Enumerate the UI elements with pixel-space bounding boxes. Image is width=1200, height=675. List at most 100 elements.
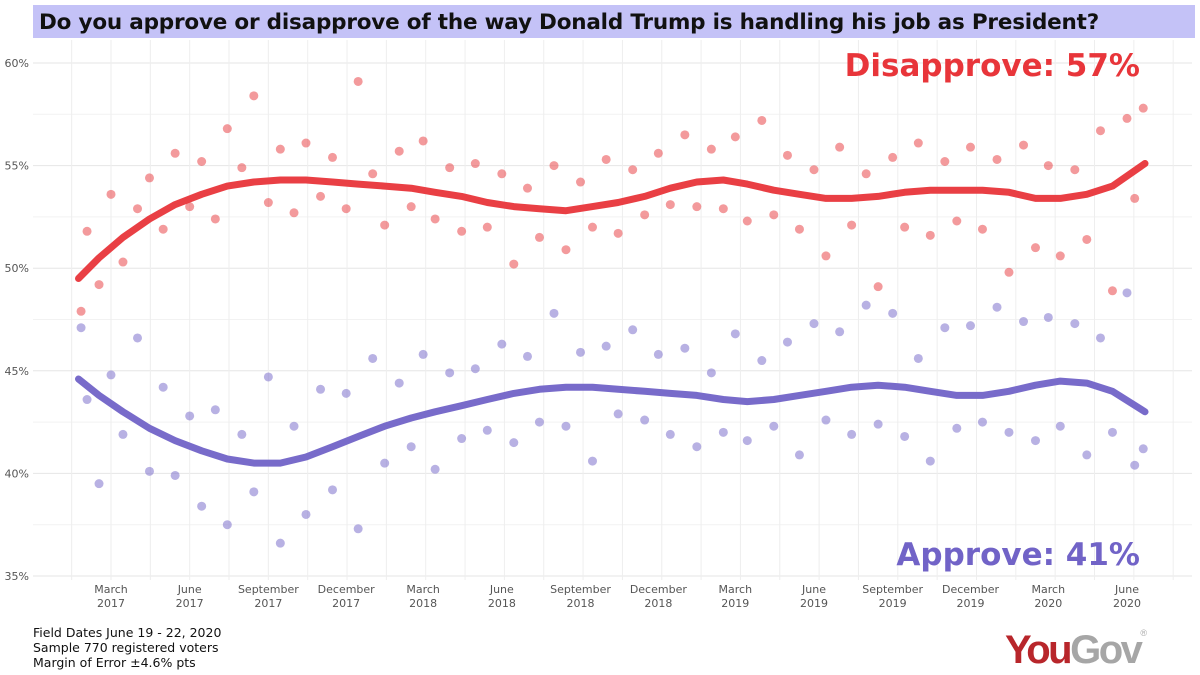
- disapprove-point: [821, 251, 831, 261]
- approve-point: [509, 438, 519, 448]
- approve-point: [1030, 436, 1040, 446]
- disapprove-point: [940, 156, 950, 166]
- approve-point: [888, 308, 898, 318]
- disapprove-point: [106, 189, 116, 199]
- disapprove-point: [341, 204, 351, 214]
- approve-point: [628, 325, 638, 335]
- disapprove-point: [522, 183, 532, 193]
- approve-point: [380, 458, 390, 468]
- approve-point: [210, 405, 220, 415]
- approve-point: [1055, 421, 1065, 431]
- disapprove-point: [576, 177, 586, 187]
- approve-point: [522, 351, 532, 361]
- approve-point: [197, 501, 207, 511]
- approve-point: [742, 436, 752, 446]
- approve-point: [861, 300, 871, 310]
- approve-point: [76, 323, 86, 333]
- disapprove-point: [1004, 267, 1014, 277]
- approve-point: [992, 302, 1002, 312]
- disapprove-point: [237, 163, 247, 173]
- approve-point: [718, 427, 728, 437]
- logo-you: You: [1005, 628, 1073, 672]
- registered-mark: ®: [1140, 628, 1147, 638]
- approve-point: [821, 415, 831, 425]
- disapprove-point: [680, 130, 690, 140]
- x-tick-month: September: [862, 583, 923, 596]
- x-tick-year: 2018: [488, 597, 516, 610]
- disapprove-point: [742, 216, 752, 226]
- disapprove-point: [482, 222, 492, 232]
- approve-point: [706, 368, 716, 378]
- disapprove-point: [418, 136, 428, 146]
- disapprove-point: [730, 132, 740, 142]
- yougov-logo: YouGov®: [1005, 628, 1147, 673]
- disapprove-point: [900, 222, 910, 232]
- disapprove-point: [144, 173, 154, 183]
- x-tick-month: March: [719, 583, 753, 596]
- approve-point: [835, 327, 845, 337]
- disapprove-point: [289, 208, 299, 218]
- approve-point: [470, 364, 480, 374]
- disapprove-point: [368, 169, 378, 179]
- y-tick-label: 35%: [5, 570, 29, 583]
- approve-point: [118, 429, 128, 439]
- approve-point: [913, 353, 923, 363]
- disapprove-point: [470, 159, 480, 169]
- disapprove-point: [158, 224, 168, 234]
- approve-point: [769, 421, 779, 431]
- approve-point: [809, 319, 819, 329]
- x-tick-year: 2018: [644, 597, 672, 610]
- x-tick-year: 2019: [879, 597, 907, 610]
- disapprove-trend-line: [75, 160, 1149, 282]
- approve-point: [977, 417, 987, 427]
- approve-point: [940, 323, 950, 333]
- disapprove-point: [628, 165, 638, 175]
- x-tick-month: September: [238, 583, 299, 596]
- approve-point: [222, 520, 232, 530]
- disapprove-point: [1043, 161, 1053, 171]
- approve-point: [275, 538, 285, 548]
- x-tick-year: 2019: [956, 597, 984, 610]
- approve-point: [730, 329, 740, 339]
- gridlines: [33, 40, 1192, 580]
- field-dates: Field Dates June 19 - 22, 2020: [33, 625, 222, 640]
- disapprove-point: [587, 222, 597, 232]
- disapprove-point: [873, 282, 883, 292]
- disapprove-point: [328, 152, 338, 162]
- approve-point: [587, 456, 597, 466]
- margin-of-error: Margin of Error ±4.6% pts: [33, 655, 196, 670]
- approve-point: [680, 343, 690, 353]
- y-tick-label: 55%: [5, 160, 29, 173]
- approve-point: [368, 353, 378, 363]
- approve-point: [249, 487, 259, 497]
- x-tick-month: December: [942, 583, 1000, 596]
- x-tick-year: 2019: [800, 597, 828, 610]
- approve-point: [1130, 460, 1140, 470]
- x-tick-year: 2018: [409, 597, 437, 610]
- approve-point: [757, 356, 767, 366]
- disapprove-point: [601, 154, 611, 164]
- disapprove-point: [1138, 103, 1148, 113]
- approve-point: [1043, 312, 1053, 322]
- sample-size: Sample 770 registered voters: [33, 640, 219, 655]
- disapprove-point: [185, 202, 195, 212]
- disapprove-point: [76, 306, 86, 316]
- disapprove-point: [965, 142, 975, 152]
- x-tick-year: 2017: [176, 597, 204, 610]
- disapprove-point: [430, 214, 440, 224]
- disapprove-point: [94, 280, 104, 290]
- approve-point: [534, 417, 544, 427]
- disapprove-point: [380, 220, 390, 230]
- disapprove-point: [706, 144, 716, 154]
- x-tick-month: June: [489, 583, 514, 596]
- approve-point: [430, 464, 440, 474]
- x-tick-month: December: [318, 583, 376, 596]
- approve-point: [952, 423, 962, 433]
- approve-point: [1004, 427, 1014, 437]
- disapprove-point: [925, 230, 935, 240]
- y-tick-label: 40%: [5, 467, 29, 480]
- disapprove-point: [497, 169, 507, 179]
- disapprove-point: [1070, 165, 1080, 175]
- disapprove-point: [249, 91, 259, 101]
- x-tick-year: 2019: [721, 597, 749, 610]
